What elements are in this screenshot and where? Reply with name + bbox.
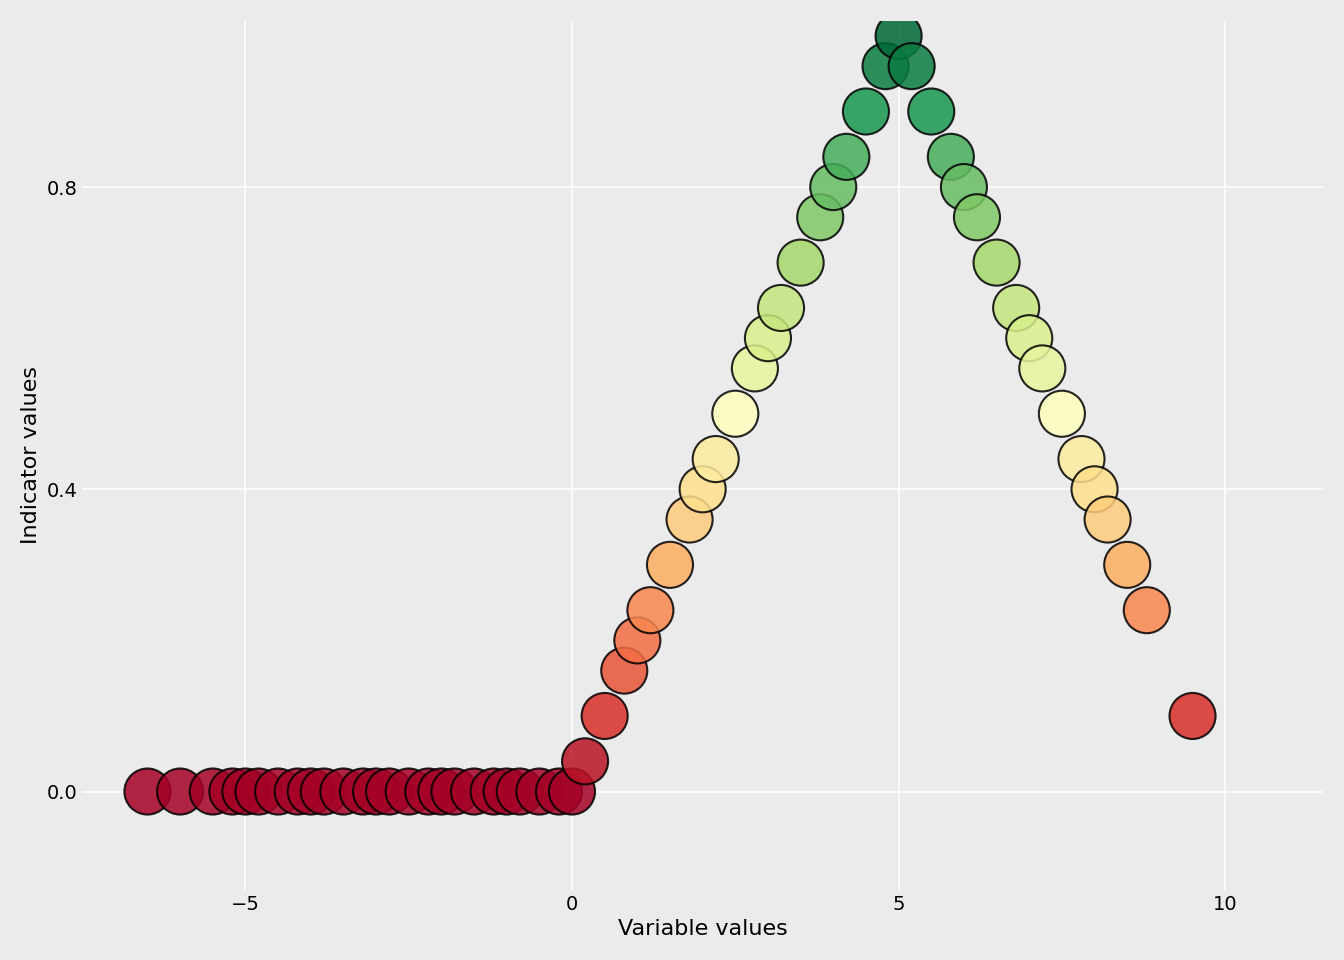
Y-axis label: Indicator values: Indicator values: [22, 367, 40, 544]
Point: [594, 708, 616, 724]
Point: [692, 482, 714, 497]
Point: [482, 784, 504, 800]
Point: [444, 784, 465, 800]
Point: [235, 784, 257, 800]
Point: [333, 784, 355, 800]
Point: [1005, 300, 1027, 316]
Point: [1181, 708, 1203, 724]
Point: [626, 633, 648, 648]
Point: [430, 784, 452, 800]
Point: [1136, 603, 1157, 618]
Point: [1051, 406, 1073, 421]
X-axis label: Variable values: Variable values: [618, 919, 788, 939]
Point: [366, 784, 387, 800]
Point: [562, 784, 583, 800]
Point: [745, 361, 766, 376]
Point: [222, 784, 243, 800]
Point: [706, 451, 727, 467]
Point: [169, 784, 191, 800]
Point: [986, 255, 1008, 271]
Point: [790, 255, 812, 271]
Point: [1032, 361, 1054, 376]
Point: [875, 59, 896, 74]
Point: [247, 784, 269, 800]
Point: [286, 784, 308, 800]
Point: [313, 784, 335, 800]
Point: [939, 149, 961, 164]
Point: [823, 180, 844, 195]
Point: [809, 209, 831, 225]
Point: [1071, 451, 1093, 467]
Point: [836, 149, 857, 164]
Point: [496, 784, 517, 800]
Point: [679, 512, 700, 527]
Point: [966, 209, 988, 225]
Point: [921, 104, 942, 119]
Point: [855, 104, 876, 119]
Point: [757, 330, 778, 346]
Point: [640, 603, 661, 618]
Point: [900, 59, 922, 74]
Point: [379, 784, 401, 800]
Point: [1019, 330, 1040, 346]
Point: [548, 784, 570, 800]
Point: [724, 406, 746, 421]
Point: [464, 784, 485, 800]
Point: [137, 784, 159, 800]
Point: [888, 28, 910, 43]
Point: [398, 784, 419, 800]
Point: [528, 784, 550, 800]
Point: [267, 784, 289, 800]
Point: [202, 784, 223, 800]
Point: [660, 557, 681, 572]
Point: [1083, 482, 1105, 497]
Point: [770, 300, 792, 316]
Point: [953, 180, 974, 195]
Point: [300, 784, 321, 800]
Point: [1097, 512, 1118, 527]
Point: [509, 784, 531, 800]
Point: [1117, 557, 1138, 572]
Point: [418, 784, 439, 800]
Point: [613, 663, 634, 679]
Point: [352, 784, 374, 800]
Point: [574, 754, 595, 769]
